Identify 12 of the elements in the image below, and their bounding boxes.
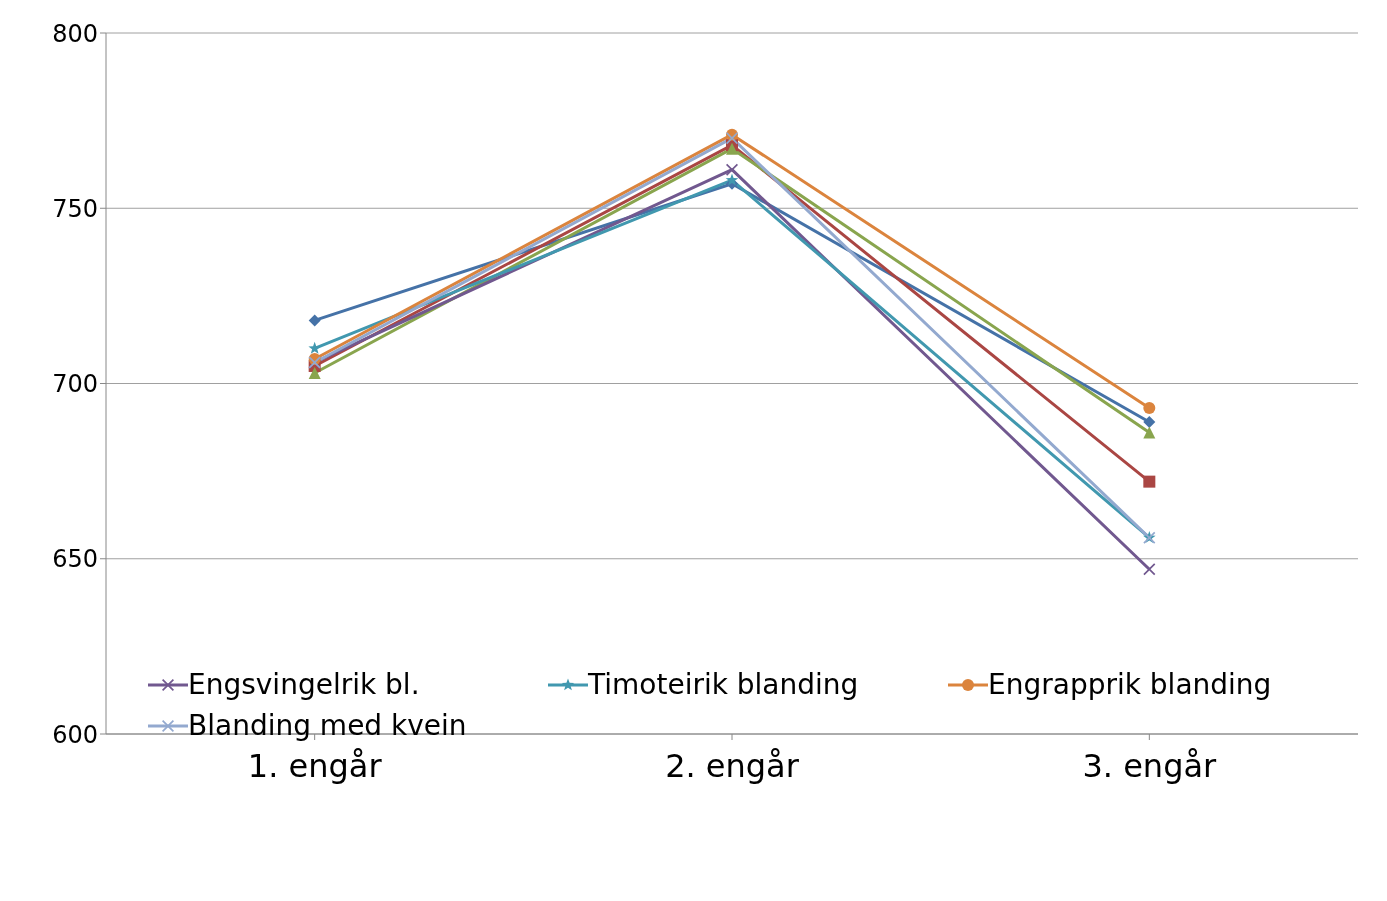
x-tick-label: 3. engår [1082, 746, 1218, 785]
y-tick-label: 600 [52, 720, 98, 749]
y-tick-label: 750 [52, 194, 98, 223]
y-tick-label: 700 [52, 370, 98, 399]
x-tick-label: 1. engår [247, 746, 383, 785]
x-tick-label: 2. engår [665, 746, 800, 785]
y-tick-label: 800 [52, 19, 98, 48]
legend-label: Timoteirik blanding [588, 668, 859, 701]
legend-label: Engsvingelrik bl. [188, 668, 420, 701]
y-tick-label: 650 [52, 545, 98, 574]
legend-label: Engrapprik blanding [988, 668, 1272, 701]
legend-label: Blanding med kvein [188, 709, 467, 742]
